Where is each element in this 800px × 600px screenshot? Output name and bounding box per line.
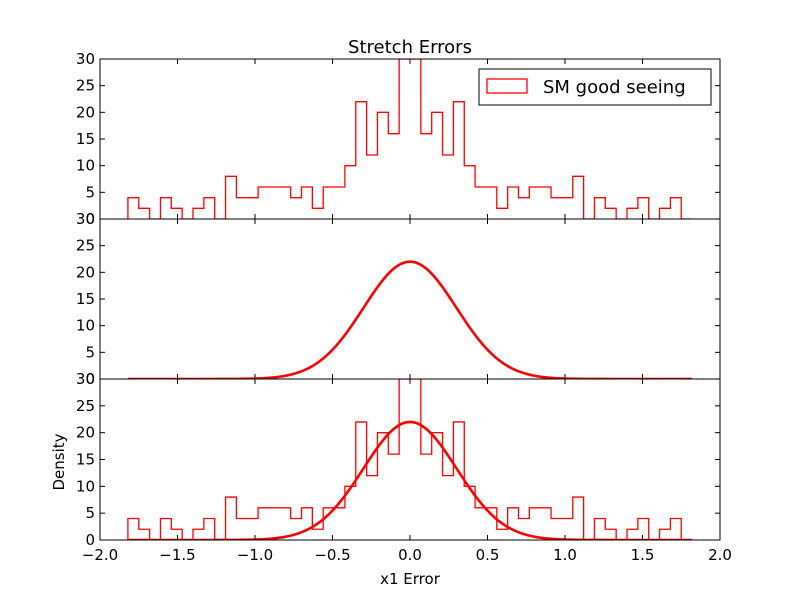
y-tick-label: 0	[85, 370, 95, 388]
legend: SM good seeing	[478, 68, 712, 106]
y-tick-label: 5	[85, 343, 95, 361]
panel-bottom: 0 5 10 15 20 25 30 −2.0 −1.5 −1.0 −0.5 0.0 0.5 1.0 1.5…	[76, 370, 732, 564]
y-tick-label: 10	[76, 157, 95, 175]
legend-label: SM good seeing	[543, 77, 686, 98]
y-tick-label: 25	[76, 237, 95, 255]
x-tick-label: −0.5	[314, 546, 350, 564]
y-tick-label: 0	[85, 210, 95, 228]
y-tick-label: 25	[76, 397, 95, 415]
y-tick-label: 5	[85, 504, 95, 522]
panel-middle: 0 5 10 15 20 25 30	[76, 210, 721, 388]
x-tick-label: 0.5	[476, 546, 500, 564]
y-tick-label: 15	[76, 451, 95, 469]
x-tick-label: 2.0	[708, 546, 732, 564]
y-tick-label: 20	[76, 424, 95, 442]
y-tick-label: 15	[76, 290, 95, 308]
x-tick-label: −1.0	[237, 546, 273, 564]
y-tick-label: 10	[76, 317, 95, 335]
legend-box	[478, 68, 712, 106]
y-tick-label: 0	[85, 531, 95, 549]
y-tick-label: 30	[76, 50, 95, 68]
histogram-series	[127, 379, 693, 540]
x-tick-label: 0.0	[398, 546, 422, 564]
y-tick-label: 5	[85, 183, 95, 201]
y-axis-title: Density	[50, 433, 68, 490]
y-tick-label: 20	[76, 263, 95, 281]
legend-swatch	[486, 78, 528, 94]
y-tick-label: 30	[76, 210, 95, 228]
gaussian-curve	[127, 260, 693, 379]
axes-frame	[99, 378, 721, 541]
x-tick-label: 1.5	[631, 546, 655, 564]
chart-title: Stretch Errors	[348, 37, 472, 58]
histogram-series	[127, 59, 693, 219]
panel-top: 0 5 10 15 20 25 30 SM good seeing	[76, 50, 721, 228]
y-tick-label: 30	[76, 370, 95, 388]
y-tick-label: 25	[76, 77, 95, 95]
axes-frame	[99, 218, 721, 380]
x-tick-label: −1.5	[159, 546, 195, 564]
y-tick-label: 15	[76, 130, 95, 148]
y-tick-label: 10	[76, 477, 95, 495]
y-tick-label: 20	[76, 103, 95, 121]
x-tick-label: 1.0	[553, 546, 577, 564]
x-tick-label: −2.0	[82, 546, 118, 564]
gaussian-curve	[127, 420, 693, 540]
x-axis-title: x1 Error	[380, 570, 441, 588]
